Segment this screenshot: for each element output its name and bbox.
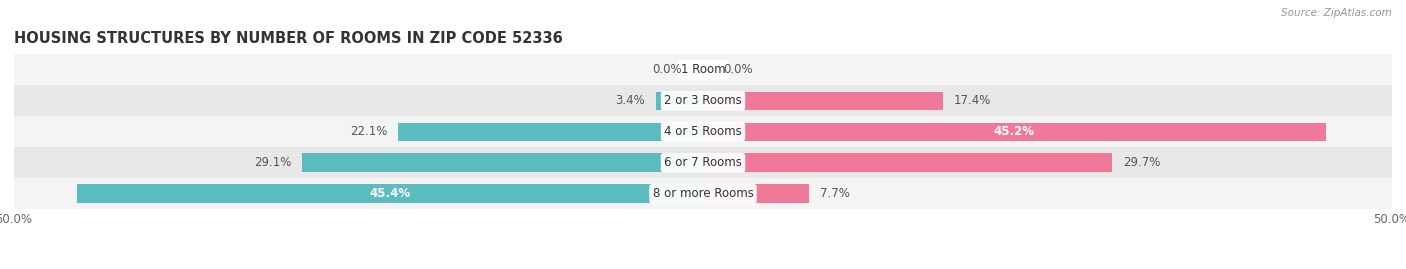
Bar xyxy=(14,54,1392,85)
Bar xyxy=(14,147,1392,178)
Text: 45.2%: 45.2% xyxy=(994,125,1035,138)
Bar xyxy=(77,185,703,203)
Bar xyxy=(14,85,1392,116)
Text: HOUSING STRUCTURES BY NUMBER OF ROOMS IN ZIP CODE 52336: HOUSING STRUCTURES BY NUMBER OF ROOMS IN… xyxy=(14,31,562,46)
Bar xyxy=(703,154,1112,172)
Bar xyxy=(657,91,703,110)
Text: 0.0%: 0.0% xyxy=(652,63,682,76)
Text: 29.1%: 29.1% xyxy=(253,156,291,169)
Text: Source: ZipAtlas.com: Source: ZipAtlas.com xyxy=(1281,8,1392,18)
Bar xyxy=(703,122,1326,141)
Bar xyxy=(398,122,703,141)
Text: 1 Room: 1 Room xyxy=(681,63,725,76)
Bar xyxy=(703,185,808,203)
Text: 8 or more Rooms: 8 or more Rooms xyxy=(652,187,754,200)
Bar xyxy=(14,178,1392,209)
Text: 45.4%: 45.4% xyxy=(370,187,411,200)
Text: 17.4%: 17.4% xyxy=(953,94,991,107)
Text: 7.7%: 7.7% xyxy=(820,187,851,200)
Text: 3.4%: 3.4% xyxy=(616,94,645,107)
Bar xyxy=(703,91,943,110)
Text: 0.0%: 0.0% xyxy=(724,63,754,76)
Text: 2 or 3 Rooms: 2 or 3 Rooms xyxy=(664,94,742,107)
Text: 29.7%: 29.7% xyxy=(1123,156,1160,169)
Text: 22.1%: 22.1% xyxy=(350,125,388,138)
Bar xyxy=(14,116,1392,147)
Text: 4 or 5 Rooms: 4 or 5 Rooms xyxy=(664,125,742,138)
Text: 6 or 7 Rooms: 6 or 7 Rooms xyxy=(664,156,742,169)
Bar xyxy=(302,154,703,172)
